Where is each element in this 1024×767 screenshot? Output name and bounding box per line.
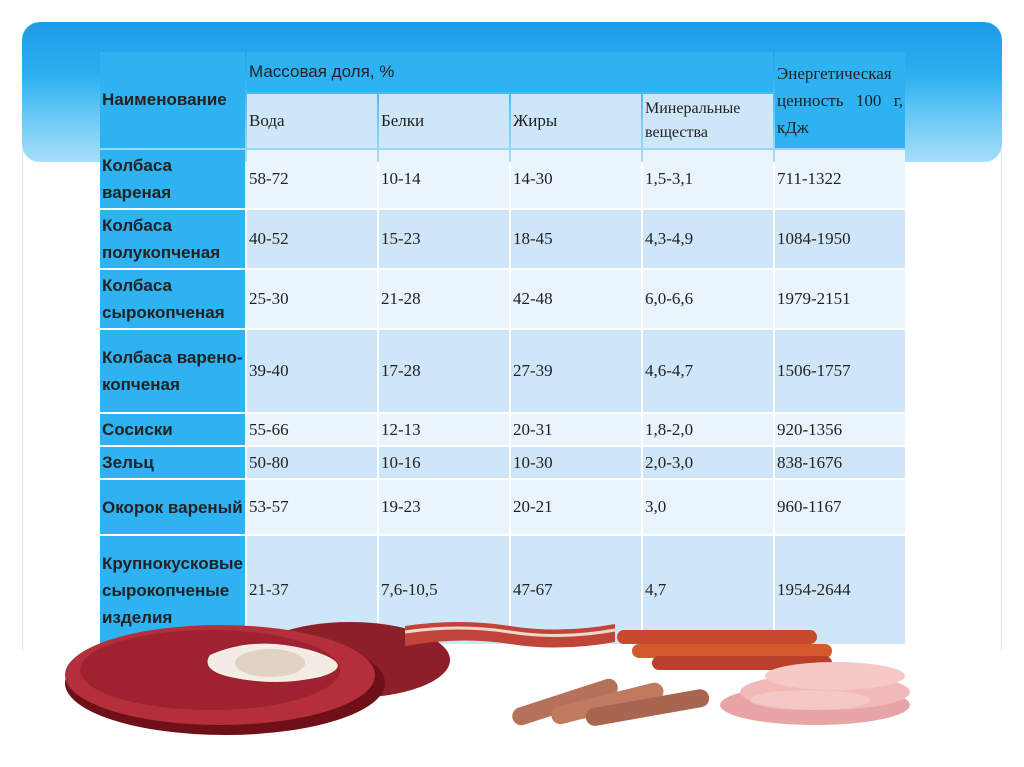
cell-fat: 20-21 [511,480,641,534]
cell-energy: 838-1676 [775,447,905,478]
cell-water: 50-80 [247,447,377,478]
cell-energy: 711-1322 [775,150,905,208]
cell-minerals: 4,7 [643,536,773,644]
cell-minerals: 2,0-3,0 [643,447,773,478]
header-name: Наименование [100,52,245,148]
cell-energy: 920-1356 [775,414,905,445]
cell-energy: 1954-2644 [775,536,905,644]
cell-fat: 20-31 [511,414,641,445]
header-fat: Жиры [511,94,641,148]
cell-minerals: 3,0 [643,480,773,534]
cell-protein: 17-28 [379,330,509,412]
cell-protein: 12-13 [379,414,509,445]
cell-minerals: 1,5-3,1 [643,150,773,208]
cell-protein: 21-28 [379,270,509,328]
table-row: Колбаса сырокопченая 25-30 21-28 42-48 6,0-6… [100,270,905,328]
slide-border-left [22,150,23,650]
cell-water: 58-72 [247,150,377,208]
header-protein: Белки [379,94,509,148]
cell-water: 55-66 [247,414,377,445]
cell-energy: 1084-1950 [775,210,905,268]
cell-water: 53-57 [247,480,377,534]
cell-energy: 1979-2151 [775,270,905,328]
table-body: Колбаса вареная 58-72 10-14 14-30 1,5-3,1 711… [100,150,905,644]
header-energy: Энергетическая ценность 100 г, кДж [775,52,905,148]
row-product-name: Колбаса вареная [100,150,245,208]
row-product-name: Зельц [100,447,245,478]
cell-water: 39-40 [247,330,377,412]
cell-protein: 19-23 [379,480,509,534]
cell-fat: 14-30 [511,150,641,208]
cell-minerals: 4,6-4,7 [643,330,773,412]
table-row: Колбаса вареная 58-72 10-14 14-30 1,5-3,1 711… [100,150,905,208]
header-minerals: Минеральные вещества [643,94,773,148]
cell-minerals: 1,8-2,0 [643,414,773,445]
row-product-name: Колбаса варено-копченая [100,330,245,412]
table-row: Зельц 50-80 10-16 10-30 2,0-3,0 838-1676 [100,447,905,478]
cell-protein: 10-16 [379,447,509,478]
slide-border-right [1001,150,1002,650]
table-row: Колбаса варено-копченая 39-40 17-28 27-39 4,… [100,330,905,412]
cell-protein: 15-23 [379,210,509,268]
header-mass-fraction: Массовая доля, % [247,52,773,92]
raw-beef-steak-image [65,622,450,735]
cell-water: 25-30 [247,270,377,328]
header-water: Вода [247,94,377,148]
table-row: Крупнокусковые сырокопченые изделия 21-37… [100,536,905,644]
sausages-image [512,678,710,726]
cell-fat: 10-30 [511,447,641,478]
cell-minerals: 6,0-6,6 [643,270,773,328]
bacon-strips-image [404,622,616,648]
row-product-name: Колбаса сырокопченая [100,270,245,328]
cell-energy: 960-1167 [775,480,905,534]
nutrition-table: Наименование Массовая доля, % Энергетиче… [98,50,907,646]
row-product-name: Колбаса полукопченая [100,210,245,268]
row-product-name: Окорок вареный [100,480,245,534]
cell-minerals: 4,3-4,9 [643,210,773,268]
cell-energy: 1506-1757 [775,330,905,412]
cell-water: 40-52 [247,210,377,268]
cell-fat: 42-48 [511,270,641,328]
cell-fat: 47-67 [511,536,641,644]
cell-fat: 18-45 [511,210,641,268]
table-row: Окорок вареный 53-57 19-23 20-21 3,0 960-1167 [100,480,905,534]
table-row: Колбаса полукопченая 40-52 15-23 18-45 4,3-4… [100,210,905,268]
sliced-ham-image [720,662,910,725]
cell-protein: 10-14 [379,150,509,208]
row-product-name: Сосиски [100,414,245,445]
cell-fat: 27-39 [511,330,641,412]
table-row: Сосиски 55-66 12-13 20-31 1,8-2,0 920-1356 [100,414,905,445]
